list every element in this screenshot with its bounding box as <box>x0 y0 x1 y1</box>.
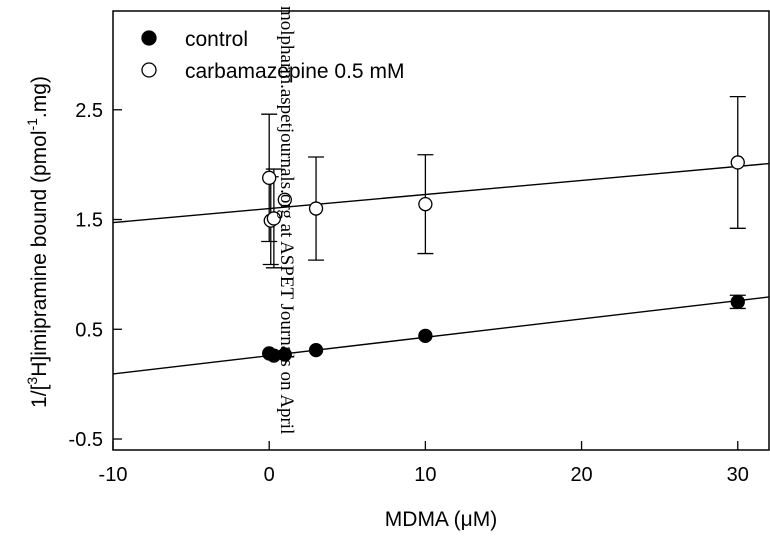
point-carbamazepine <box>418 197 433 212</box>
y-tick-label: 0.5 <box>75 319 103 341</box>
point-carbamazepine <box>266 211 282 226</box>
point-control <box>418 328 433 344</box>
x-tick-label: 20 <box>570 464 592 486</box>
x-axis-title: MDMA (μM) <box>385 508 497 531</box>
tick-labels: -10 0 10 20 30 -0.5 0.5 1.5 2.5 <box>69 100 749 486</box>
fit-line-control <box>112 296 770 375</box>
plot-frame <box>112 10 770 451</box>
point-carbamazepine <box>262 170 277 185</box>
legend-marker-carbamazepine <box>141 62 157 78</box>
point-carbamazepine <box>277 192 292 207</box>
point-control <box>308 342 324 358</box>
legend: control carbamazepine 0.5 mM <box>141 28 404 83</box>
x-tick-label: 30 <box>727 464 749 486</box>
fit-lines <box>112 162 770 375</box>
x-tick-label: 0 <box>264 464 275 486</box>
y-tick-label: 1.5 <box>75 210 103 232</box>
point-control <box>730 294 745 309</box>
point-control <box>277 347 292 362</box>
y-axis-title: 1/[3H]imipramine bound (pmol-1.mg) <box>24 76 51 408</box>
x-tick-label: -10 <box>99 464 128 486</box>
legend-marker-control <box>141 30 157 46</box>
axis-ticks <box>112 109 739 450</box>
y-tick-label: -0.5 <box>69 429 103 451</box>
fit-line-carbamazepine <box>112 162 770 224</box>
x-tick-label: 10 <box>414 464 436 486</box>
data-points <box>262 155 745 363</box>
legend-label-carbamazepine: carbamazepine 0.5 mM <box>185 60 404 83</box>
watermark-text: molpharm.aspetjournals.org at ASPET Jour… <box>276 6 297 434</box>
y-tick-label: 2.5 <box>75 100 103 122</box>
legend-label-control: control <box>185 28 248 51</box>
point-carbamazepine <box>308 201 324 216</box>
point-carbamazepine <box>730 155 745 170</box>
